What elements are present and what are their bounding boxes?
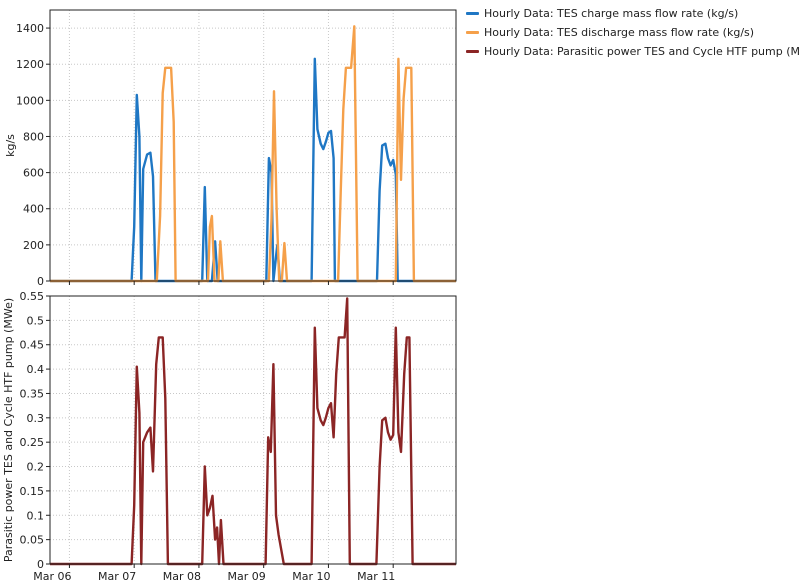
y-tick-label: 0 — [37, 275, 44, 288]
y-tick-label: 0.2 — [27, 461, 45, 474]
y-tick-label: 200 — [23, 239, 44, 252]
plot-frame — [49, 295, 457, 565]
x-tick-label: Mar 06 — [33, 570, 71, 583]
x-tick-label: Mar 09 — [228, 570, 266, 583]
plot-frame — [49, 9, 457, 282]
series-line-1 — [50, 297, 456, 566]
y-tick-label: 0.35 — [20, 387, 45, 400]
legend-label: Hourly Data: TES discharge mass flow rat… — [484, 26, 755, 39]
y-tick-label: 0.45 — [20, 339, 45, 352]
y-tick-label: 1200 — [16, 58, 44, 71]
chart-panel-1: 0 200 400 600 800 1000 1200 1400 kg/s — [4, 9, 457, 288]
x-tick-label: Mar 11 — [357, 570, 395, 583]
legend-swatch — [466, 50, 479, 53]
legend-swatch — [466, 12, 479, 15]
legend-item-2: Hourly Data: TES discharge mass flow rat… — [466, 23, 800, 42]
y-axis-label: kg/s — [4, 134, 17, 157]
y-tick-label: 0.15 — [20, 485, 45, 498]
legend-label: Hourly Data: Parasitic power TES and Cyc… — [484, 45, 800, 58]
legend-item-1: Hourly Data: TES charge mass flow rate (… — [466, 4, 800, 23]
chart-panel-2: 0 0.05 0.1 0.15 0.2 0.25 0.3 0.35 0.4 0.45 0.5 0.55… — [2, 290, 457, 583]
legend-item-3: Hourly Data: Parasitic power TES and Cyc… — [466, 42, 800, 61]
legend-label: Hourly Data: TES charge mass flow rate (… — [484, 7, 739, 20]
y-tick-label: 0.5 — [27, 314, 45, 327]
y-tick-label: 400 — [23, 203, 44, 216]
y-tick-label: 0.55 — [20, 290, 45, 303]
y-tick-label: 1400 — [16, 22, 44, 35]
x-tick-label: Mar 08 — [163, 570, 201, 583]
y-tick-label: 0 — [37, 558, 44, 571]
y-tick-label: 0.3 — [27, 412, 45, 425]
chart-legend: Hourly Data: TES charge mass flow rate (… — [466, 4, 800, 61]
series-line-1 — [50, 57, 456, 283]
y-tick-label: 0.1 — [27, 509, 45, 522]
y-tick-label: 0.4 — [27, 363, 45, 376]
y-tick-label: 1000 — [16, 94, 44, 107]
y-tick-label: 0.05 — [20, 534, 45, 547]
y-tick-label: 800 — [23, 130, 44, 143]
legend-swatch — [466, 31, 479, 34]
x-tick-label: Mar 07 — [98, 570, 136, 583]
x-tick-label: Mar 10 — [292, 570, 330, 583]
y-axis-label: Parasitic power TES and Cycle HTF pump (… — [2, 298, 15, 562]
y-tick-label: 600 — [23, 167, 44, 180]
y-tick-label: 0.25 — [20, 436, 45, 449]
